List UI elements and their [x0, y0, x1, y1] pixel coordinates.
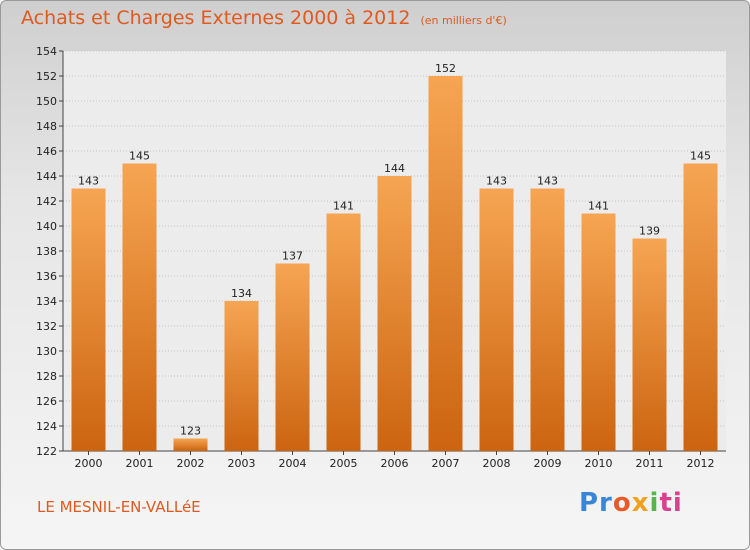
x-tick-label: 2006 — [381, 457, 409, 470]
proxiti-logo: Proxiti — [579, 488, 683, 518]
bar-value-label: 141 — [333, 200, 354, 213]
x-tick-label: 2010 — [585, 457, 613, 470]
bar-value-label: 144 — [384, 162, 405, 175]
bar — [275, 263, 310, 451]
bar — [632, 238, 667, 451]
x-tick-label: 2011 — [636, 457, 664, 470]
x-tick-label: 2004 — [279, 457, 307, 470]
y-tick-label: 132 — [36, 320, 57, 333]
y-tick-label: 154 — [36, 45, 57, 58]
bar-value-label: 143 — [78, 175, 99, 188]
y-tick-label: 138 — [36, 245, 57, 258]
y-tick-label: 124 — [36, 420, 57, 433]
y-tick-label: 130 — [36, 345, 57, 358]
x-tick-label: 2005 — [330, 457, 358, 470]
bar-value-label: 134 — [231, 287, 252, 300]
y-tick-label: 150 — [36, 95, 57, 108]
bar — [377, 176, 412, 451]
x-tick-label: 2008 — [483, 457, 511, 470]
bar-value-label: 139 — [639, 225, 660, 238]
y-tick-label: 152 — [36, 70, 57, 83]
bar — [71, 188, 106, 451]
bar-value-label: 143 — [486, 175, 507, 188]
y-tick-label: 122 — [36, 445, 57, 458]
bar — [530, 188, 565, 451]
x-tick-label: 2002 — [177, 457, 205, 470]
x-tick-label: 2007 — [432, 457, 460, 470]
x-tick-label: 2003 — [228, 457, 256, 470]
bar-value-label: 141 — [588, 200, 609, 213]
x-tick-label: 2000 — [75, 457, 103, 470]
bar — [479, 188, 514, 451]
bar-value-label: 137 — [282, 250, 303, 263]
bar — [428, 76, 463, 451]
y-tick-label: 142 — [36, 195, 57, 208]
chart-subtitle: (en milliers d'€) — [420, 14, 507, 27]
bar — [683, 163, 718, 451]
y-tick-label: 144 — [36, 170, 57, 183]
bar — [173, 438, 208, 451]
y-tick-label: 148 — [36, 120, 57, 133]
x-tick-label: 2009 — [534, 457, 562, 470]
y-tick-label: 126 — [36, 395, 57, 408]
bar-value-label: 145 — [690, 150, 711, 163]
x-tick-label: 2001 — [126, 457, 154, 470]
y-tick-label: 146 — [36, 145, 57, 158]
bar — [224, 301, 259, 451]
bar — [326, 213, 361, 451]
y-tick-label: 128 — [36, 370, 57, 383]
bar-value-label: 143 — [537, 175, 558, 188]
bar-value-label: 145 — [129, 150, 150, 163]
commune-name: LE MESNIL-EN-VALLéE — [37, 498, 201, 516]
y-tick-label: 140 — [36, 220, 57, 233]
bar — [581, 213, 616, 451]
bar-value-label: 152 — [435, 62, 456, 75]
y-tick-label: 134 — [36, 295, 57, 308]
bar — [122, 163, 157, 451]
y-tick-label: 136 — [36, 270, 57, 283]
bar-value-label: 123 — [180, 425, 201, 438]
x-tick-label: 2012 — [687, 457, 715, 470]
chart-title: Achats et Charges Externes 2000 à 2012 (e… — [21, 7, 507, 29]
